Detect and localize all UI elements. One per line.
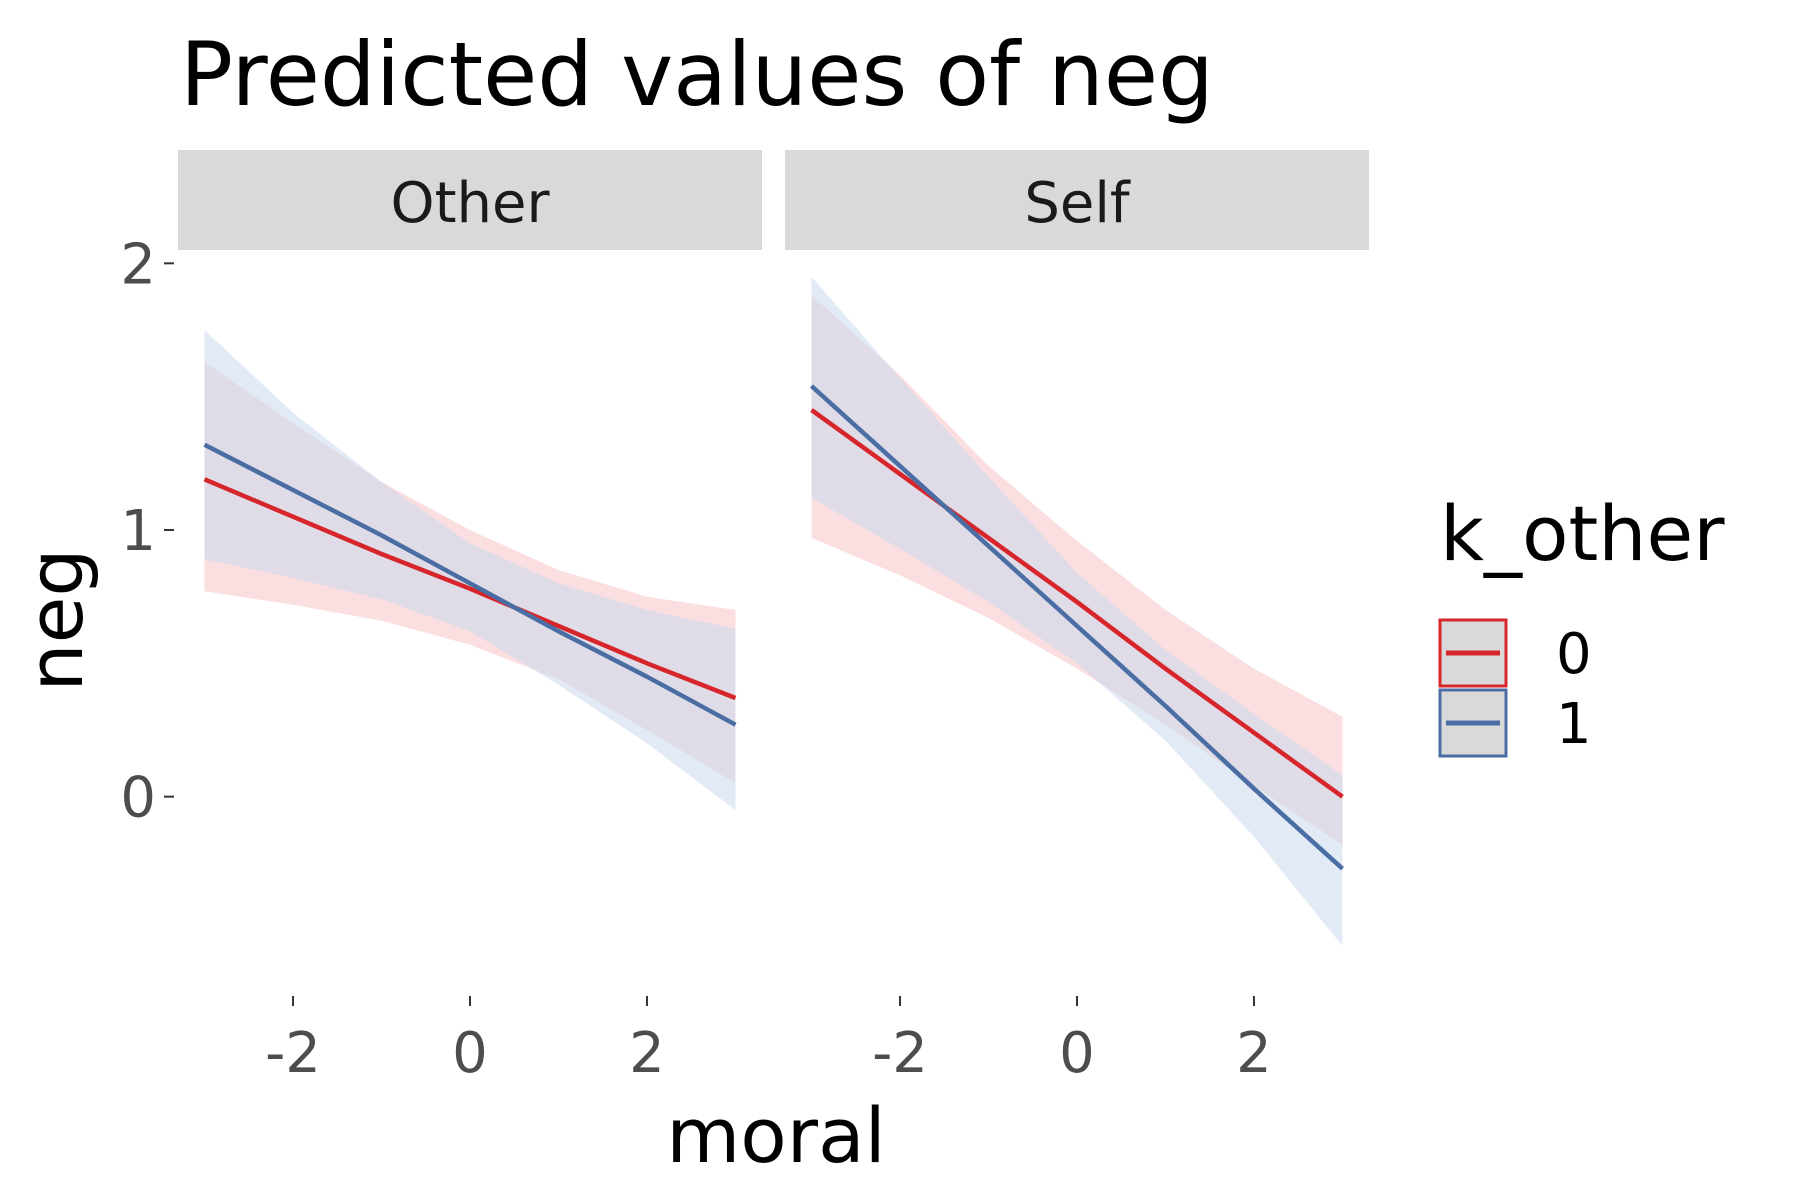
series-line-1 bbox=[809, 384, 1345, 871]
y-axis-title: neg bbox=[11, 548, 100, 691]
x-tick-label: 2 bbox=[1236, 1021, 1272, 1086]
strip-label: Other bbox=[390, 171, 550, 236]
confidence-band-1 bbox=[811, 276, 1343, 946]
strip-other bbox=[178, 150, 762, 250]
legend: k_other 01 bbox=[1438, 489, 1725, 758]
x-tick-label: -2 bbox=[872, 1021, 928, 1086]
series-line-1 bbox=[203, 442, 737, 727]
panels: Other -2 0 2 Self -2 0 2 bbox=[178, 150, 1369, 1086]
series-line-0 bbox=[203, 477, 737, 701]
strip-self bbox=[785, 150, 1369, 250]
series-line-0 bbox=[810, 408, 1344, 799]
legend-label: 0 bbox=[1556, 622, 1592, 687]
y-tick-label: 2 bbox=[120, 232, 156, 297]
legend-label: 1 bbox=[1556, 692, 1592, 757]
legend-key-1: 1 bbox=[1438, 688, 1592, 758]
legend-title: k_other bbox=[1440, 489, 1725, 578]
x-tick-label: 2 bbox=[629, 1021, 665, 1086]
y-tick-label: 1 bbox=[120, 499, 156, 564]
x-axis-title: moral bbox=[666, 1091, 885, 1180]
panel-other: Other -2 0 2 bbox=[178, 150, 762, 1086]
confidence-band-1 bbox=[204, 330, 736, 810]
x-tick-label: 0 bbox=[452, 1021, 488, 1086]
legend-key-0: 0 bbox=[1438, 618, 1592, 688]
x-tick-label: -2 bbox=[265, 1021, 321, 1086]
strip-label: Self bbox=[1024, 171, 1131, 236]
panel-self: Self -2 0 2 bbox=[785, 150, 1369, 1086]
chart-title: Predicted values of neg bbox=[180, 23, 1214, 126]
x-tick-label: 0 bbox=[1059, 1021, 1095, 1086]
y-tick-label: 0 bbox=[120, 766, 156, 831]
y-axis: 0 1 2 bbox=[120, 232, 174, 831]
